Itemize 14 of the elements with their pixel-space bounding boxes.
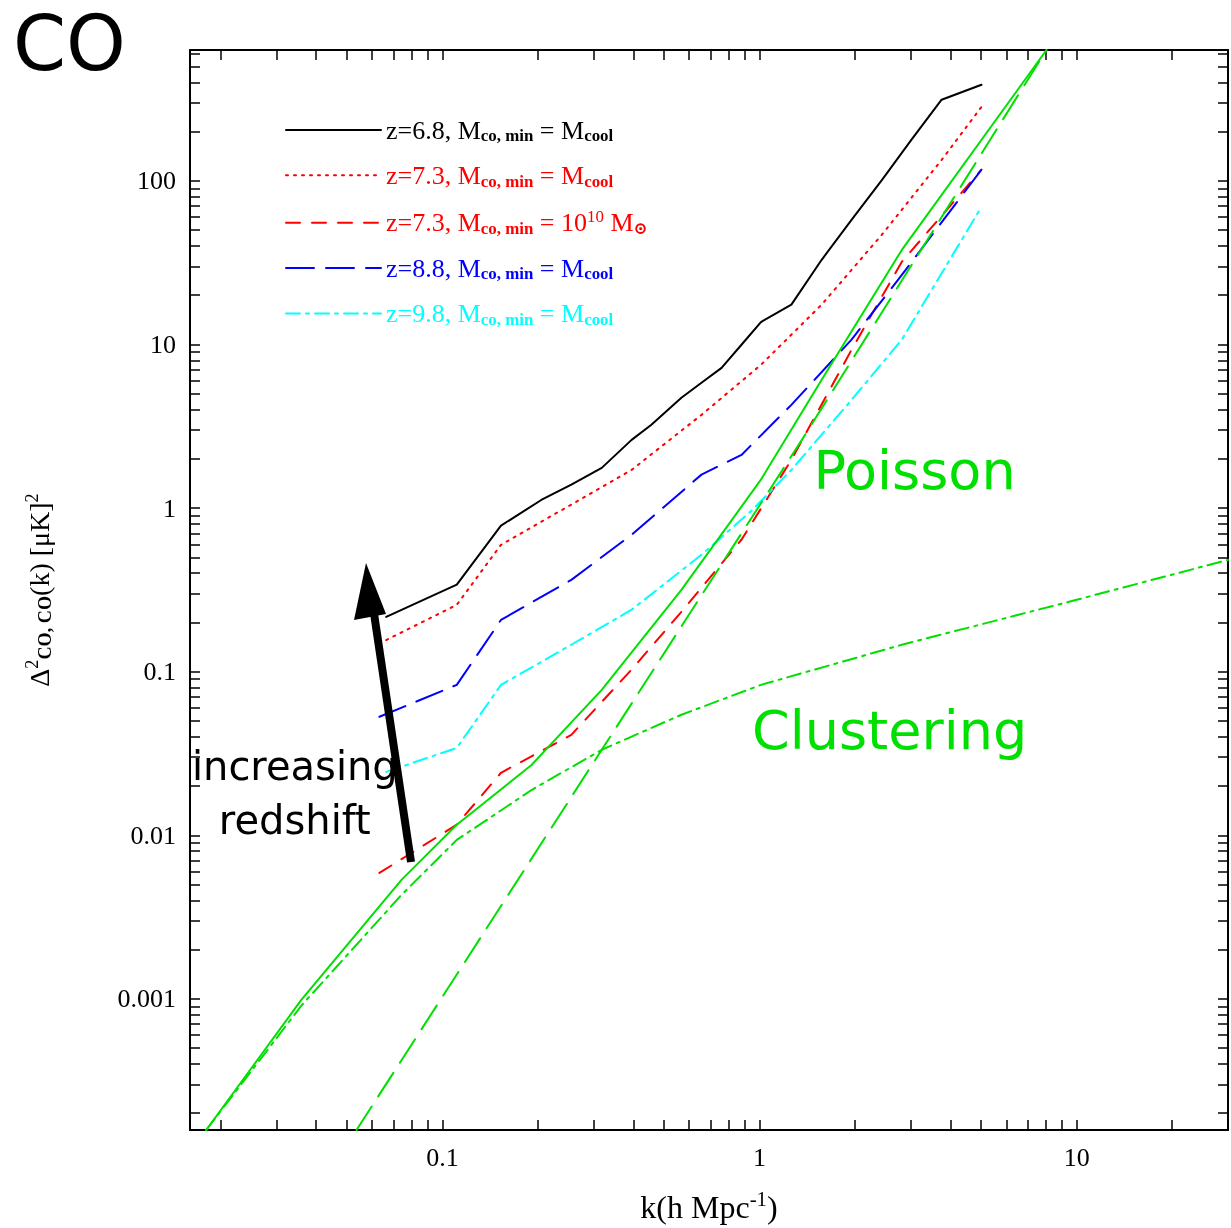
y-axis-title: Δ2CO, CO(k) [μK]2 (22, 493, 56, 687)
x-tick-label: 10 (1063, 1142, 1090, 1172)
annotation: Poisson (813, 438, 1016, 502)
annotation: Clustering (752, 698, 1028, 762)
y-tick-label: 100 (137, 166, 176, 196)
y-tick-label: 1 (163, 493, 176, 523)
y-tick-label: 0.1 (143, 657, 176, 687)
chart-title: CO (13, 0, 126, 88)
y-tick-label: 0.001 (117, 984, 176, 1014)
x-tick-label: 1 (753, 1142, 767, 1172)
x-tick-label: 0.1 (426, 1142, 459, 1172)
y-tick-label: 0.01 (130, 820, 176, 850)
annotation: increasing redshift (191, 743, 398, 844)
y-tick-label: 10 (150, 329, 176, 359)
